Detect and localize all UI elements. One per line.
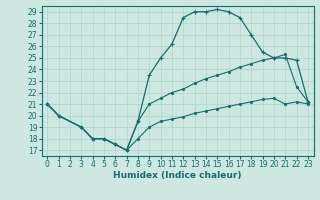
X-axis label: Humidex (Indice chaleur): Humidex (Indice chaleur) (113, 171, 242, 180)
